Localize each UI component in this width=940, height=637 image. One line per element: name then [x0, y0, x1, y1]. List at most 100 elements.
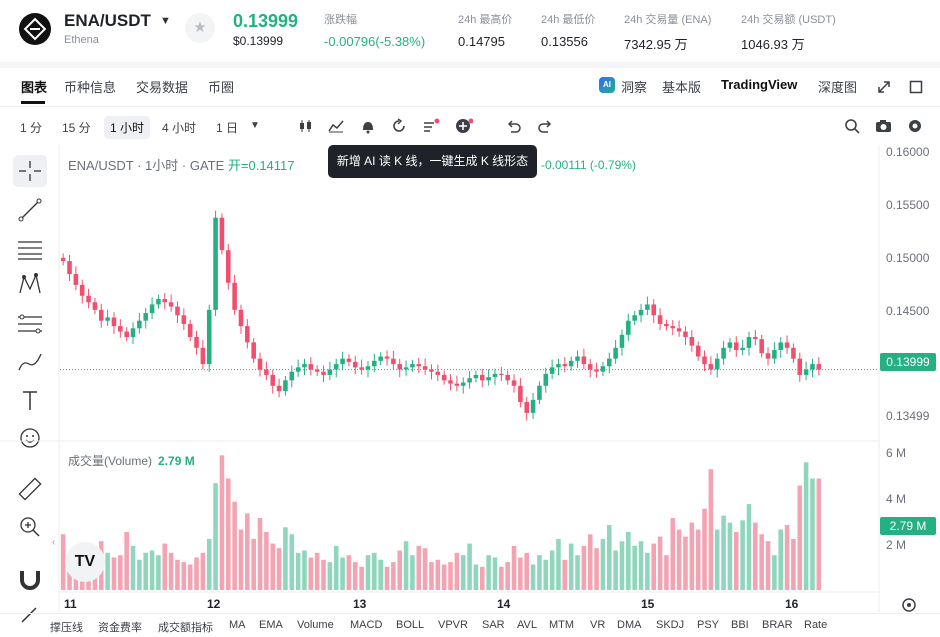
candle-body — [327, 369, 333, 375]
candle-body — [295, 367, 301, 372]
legend-title: ENA/USDT · 1小时 · GATE — [68, 158, 225, 173]
candle-body — [626, 320, 631, 335]
volume-bar — [575, 555, 580, 590]
indicator-item[interactable]: 资金费率 — [98, 622, 142, 634]
replay-icon[interactable] — [390, 118, 408, 134]
favorite-star-icon[interactable]: ★ — [185, 13, 215, 43]
indicator-item[interactable]: 成交额指标 — [158, 622, 213, 634]
tab-coin-circle[interactable]: 币圈 — [208, 80, 235, 95]
candle-body — [448, 380, 453, 384]
indicator-item[interactable]: BRAR — [762, 619, 793, 631]
indicator-item[interactable]: MTM — [549, 619, 575, 631]
camera-icon[interactable] — [875, 118, 893, 134]
candle-body — [740, 347, 745, 350]
add-indicator-icon[interactable] — [455, 118, 473, 134]
collapse-chevron-icon[interactable]: ‹ — [52, 537, 56, 548]
volume-label: 24h 交易量 (ENA) — [624, 14, 712, 26]
interval-15m[interactable]: 15 分 — [62, 121, 91, 135]
volume-bar — [651, 543, 657, 590]
text-tool[interactable] — [13, 384, 47, 416]
volume-bar — [772, 555, 777, 590]
amount-stat: 24h 交易额 (USDT) 1046.93 万 — [741, 11, 836, 53]
candle-body — [365, 366, 371, 370]
indicator-item[interactable]: AVL — [517, 619, 537, 631]
candle-body — [473, 374, 479, 379]
candle-body — [505, 374, 510, 381]
interval-4h[interactable]: 4 小时 — [162, 121, 197, 135]
candle-type-icon[interactable] — [297, 118, 315, 134]
candle-body — [606, 358, 612, 367]
window-icon[interactable] — [909, 80, 923, 94]
brush-tool[interactable] — [13, 346, 47, 378]
interval-more-chevron-icon[interactable]: ▼ — [250, 120, 260, 131]
change-value: -0.00796(-5.38%) — [324, 34, 426, 49]
candle-body — [416, 364, 422, 367]
basic-tab[interactable]: 基本版 — [662, 80, 702, 95]
indicator-item[interactable]: PSY — [697, 619, 720, 631]
interval-1m[interactable]: 1 分 — [20, 121, 43, 135]
draw-lock-tool[interactable] — [13, 600, 47, 632]
indicator-item[interactable]: BOLL — [396, 619, 425, 631]
indicator-item[interactable]: VPVR — [438, 619, 468, 631]
tab-coin-info[interactable]: 币种信息 — [64, 80, 117, 95]
volume-bar — [702, 508, 707, 590]
candle-body — [283, 380, 288, 392]
indicator-item[interactable]: SKDJ — [656, 619, 685, 631]
indicator-item[interactable]: MACD — [350, 619, 383, 631]
redo-icon[interactable] — [536, 118, 554, 134]
current-price-tag: 0.13999 — [880, 353, 936, 371]
indicator-item[interactable]: SAR — [482, 619, 505, 631]
volume-bar — [753, 522, 758, 590]
candle-body — [492, 373, 498, 378]
ai-kline-icon[interactable] — [422, 118, 440, 134]
tradingview-tab[interactable]: TradingView — [721, 77, 798, 92]
interval-1d[interactable]: 1 日 — [216, 121, 239, 135]
last-price-usd: $0.13999 — [233, 34, 284, 48]
fib-tool[interactable] — [13, 308, 47, 340]
indicator-item[interactable]: EMA — [259, 619, 283, 631]
indicator-item[interactable]: DMA — [617, 619, 642, 631]
zoom-tool[interactable] — [13, 511, 47, 543]
volume-bar — [664, 555, 669, 590]
amount-value: 1046.93 万 — [741, 37, 805, 52]
x-tick-label: 11 — [64, 597, 77, 611]
volume-bar — [613, 550, 618, 590]
crosshair-tool[interactable] — [13, 155, 47, 187]
undo-icon[interactable] — [505, 118, 523, 134]
chevron-down-icon[interactable]: ▼ — [160, 15, 171, 27]
active-tab-indicator — [21, 101, 45, 104]
candle-body — [372, 360, 377, 367]
depth-tab[interactable]: 深度图 — [818, 80, 858, 95]
tab-chart[interactable]: 图表 — [21, 80, 48, 95]
trendline-tool[interactable] — [13, 195, 47, 227]
indicator-item[interactable]: 撑压线 — [50, 622, 83, 634]
expand-icon[interactable] — [877, 80, 891, 94]
ruler-tool[interactable] — [13, 473, 47, 505]
alert-bell-icon[interactable] — [359, 118, 377, 134]
settings-gear-icon[interactable] — [907, 118, 925, 134]
candle-body — [105, 317, 110, 321]
search-icon[interactable] — [844, 118, 862, 134]
indicator-icon[interactable] — [327, 118, 345, 134]
volume-bar — [346, 555, 352, 590]
indicator-item[interactable]: Volume — [297, 619, 334, 631]
candle-body — [73, 274, 79, 285]
horizontal-lines-tool[interactable] — [13, 233, 47, 265]
pair-title[interactable]: ENA/USDT — [64, 11, 151, 30]
volume-bar — [518, 557, 523, 590]
indicator-item[interactable]: BBI — [731, 619, 749, 631]
insight-tab[interactable]: 洞察 — [621, 80, 648, 95]
tab-trade-data[interactable]: 交易数据 — [136, 80, 189, 95]
crosshair-icon — [19, 161, 41, 181]
pattern-tool[interactable] — [13, 269, 47, 301]
indicator-item[interactable]: MA — [229, 619, 246, 631]
interval-1h[interactable]: 1 小时 — [104, 116, 151, 139]
volume-bar — [784, 524, 790, 590]
indicator-item[interactable]: VR — [590, 619, 606, 631]
axis-settings-gear-icon[interactable] — [901, 597, 917, 613]
magnet-tool[interactable] — [13, 563, 47, 595]
candle-body — [759, 339, 764, 354]
candle-body — [213, 217, 218, 310]
indicator-item[interactable]: Rate — [804, 619, 828, 631]
